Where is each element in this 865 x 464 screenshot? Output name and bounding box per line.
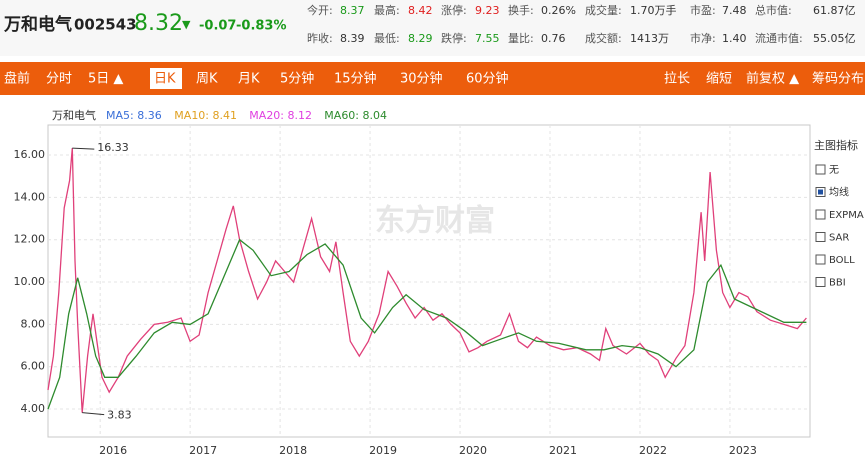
panel-title: 主图指标	[814, 138, 858, 152]
checkbox[interactable]	[815, 254, 826, 265]
tab[interactable]: 周K	[196, 72, 218, 87]
plot-frame	[47, 124, 811, 438]
x-tick-label: 2016	[99, 444, 127, 457]
stat-label: 成交量:	[585, 3, 622, 17]
x-tick-label: 2018	[279, 444, 307, 457]
stat-label: 最低:	[374, 32, 400, 45]
stat-label: 市净:	[690, 31, 716, 45]
tab[interactable]: 缩短	[706, 71, 732, 87]
change-pct: -0.83%	[236, 19, 287, 34]
stat-label: 最高:	[374, 3, 400, 17]
panel-option[interactable]: 均线	[829, 186, 849, 199]
price: 8.32	[134, 11, 183, 36]
tab[interactable]: 5分钟	[280, 71, 314, 87]
change: -0.07	[199, 19, 236, 34]
stock-code: 002543	[74, 16, 137, 34]
y-tick-label: 8.00	[21, 317, 46, 330]
stat-value: 8.39	[340, 32, 365, 45]
annotation-arrow	[82, 412, 105, 416]
stat-value: 0.26%	[541, 4, 576, 17]
tab[interactable]: 15分钟	[334, 71, 377, 87]
tab[interactable]: 60分钟	[466, 71, 509, 87]
checkbox-mark	[818, 189, 823, 195]
annotation-label: 16.33	[97, 141, 129, 154]
legend-item: MA60: 8.04	[324, 109, 387, 122]
header-bg	[0, 0, 865, 56]
stat-label: 昨收:	[307, 31, 333, 45]
checkbox[interactable]	[815, 164, 826, 175]
y-tick-label: 16.00	[14, 148, 46, 161]
legend-name: 万和电气	[52, 108, 96, 122]
stat-label: 跌停:	[441, 31, 467, 45]
panel-option[interactable]: BBI	[829, 278, 846, 289]
y-tick-label: 4.00	[21, 402, 46, 415]
price-arrow: ▼	[182, 18, 191, 31]
panel-option[interactable]: EXPMA	[829, 210, 864, 221]
stat-value: 8.29	[408, 32, 433, 45]
panel-option[interactable]: BOLL	[829, 255, 855, 266]
stat-label: 涨停:	[441, 3, 467, 17]
tab[interactable]: 拉长	[664, 72, 690, 87]
checkbox[interactable]	[815, 209, 826, 220]
annotation-label: 3.83	[107, 409, 132, 422]
x-tick-label: 2019	[369, 444, 397, 457]
price-line	[47, 238, 807, 410]
legend-item: MA5: 8.36	[106, 109, 162, 122]
stat-value: 7.55	[475, 32, 500, 45]
checkbox[interactable]	[815, 277, 826, 287]
stat-value: 7.48	[722, 4, 747, 17]
stock-name: 万和电气	[3, 14, 72, 35]
tab[interactable]: 前复权 ▲	[746, 71, 799, 87]
stat-value: 1.70万手	[630, 3, 677, 17]
stat-value: 9.23	[475, 4, 500, 17]
tab[interactable]: 筹码分布	[812, 71, 864, 87]
stat-label: 量比:	[508, 32, 534, 45]
stat-value: 8.37	[340, 4, 365, 17]
y-tick-label: 10.00	[14, 275, 46, 288]
tab[interactable]: 5日 ▲	[88, 72, 123, 87]
x-tick-label: 2020	[459, 444, 487, 457]
stat-label: 流通市值:	[755, 31, 803, 45]
y-tick-label: 14.00	[14, 190, 46, 203]
checkbox[interactable]	[815, 232, 826, 242]
panel-option[interactable]: 无	[829, 165, 839, 176]
stat-label: 总市值:	[755, 3, 792, 17]
x-tick-label: 2022	[639, 444, 667, 457]
tab-bar	[0, 62, 865, 95]
tab[interactable]: 日K	[154, 72, 176, 87]
panel-option[interactable]: SAR	[829, 233, 849, 244]
tab[interactable]: 盘前	[4, 71, 30, 87]
price-line	[47, 148, 807, 413]
stat-label: 换手:	[508, 3, 534, 17]
stat-value: 1413万	[630, 32, 669, 45]
stat-value: 8.42	[408, 4, 433, 17]
legend-item: MA20: 8.12	[249, 109, 312, 122]
x-tick-label: 2017	[189, 444, 217, 457]
watermark: 东方财富	[375, 204, 495, 239]
stat-label: 市盈:	[690, 3, 716, 17]
x-tick-label: 2023	[729, 444, 757, 457]
y-tick-label: 12.00	[14, 233, 46, 246]
stat-value: 61.87亿	[813, 4, 856, 17]
x-tick-label: 2021	[549, 444, 577, 457]
stat-value: 55.05亿	[813, 32, 856, 45]
tab-selected-bg	[150, 68, 182, 89]
tab[interactable]: 分时	[46, 72, 72, 87]
annotation-arrow	[72, 147, 95, 150]
stat-value: 0.76	[541, 32, 566, 45]
stat-label: 今开:	[307, 3, 333, 17]
tab[interactable]: 月K	[238, 72, 260, 87]
legend-item: MA10: 8.41	[174, 109, 237, 122]
stat-label: 成交额:	[585, 31, 622, 45]
stat-value: 1.40	[722, 32, 747, 45]
y-tick-label: 6.00	[21, 360, 46, 373]
tab[interactable]: 30分钟	[400, 71, 443, 87]
